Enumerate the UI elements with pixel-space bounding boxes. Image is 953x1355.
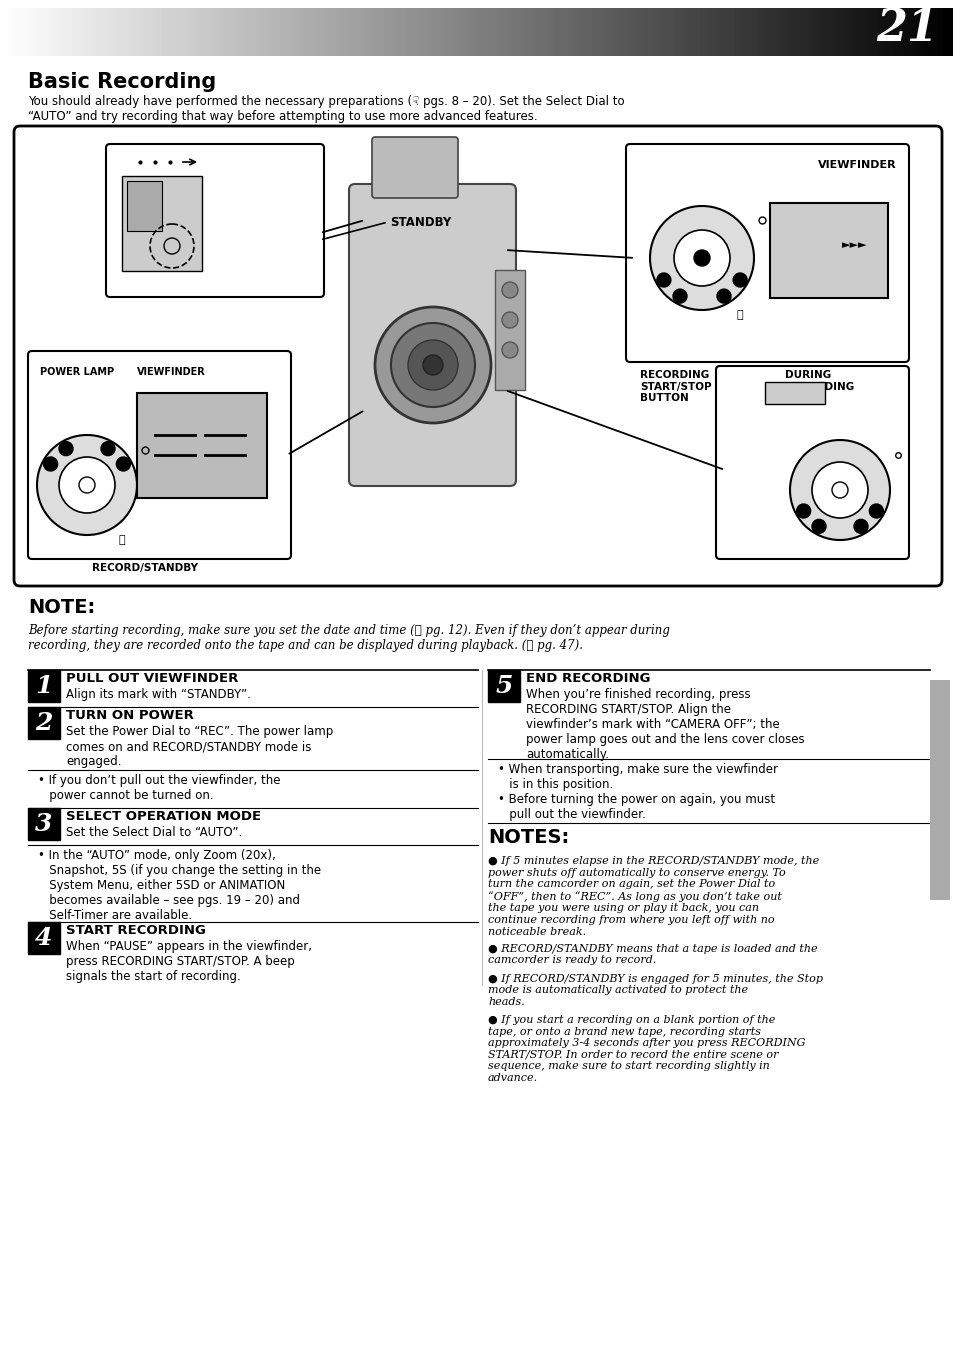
Text: ● If 5 minutes elapse in the RECORD/STANDBY mode, the
power shuts off automatica: ● If 5 minutes elapse in the RECORD/STAN… <box>488 856 819 936</box>
Bar <box>28 669 60 702</box>
Text: Align its mark with “STANDBY”.: Align its mark with “STANDBY”. <box>66 688 251 701</box>
Text: TURN ON POWER: TURN ON POWER <box>66 709 193 722</box>
Circle shape <box>501 312 517 328</box>
Text: 2: 2 <box>35 711 52 734</box>
Circle shape <box>101 442 115 455</box>
Text: ● If RECORD/STANDBY is engaged for 5 minutes, the Stop
mode is automatically act: ● If RECORD/STANDBY is engaged for 5 min… <box>488 973 822 1007</box>
Bar <box>764 382 824 404</box>
Text: ⌛: ⌛ <box>736 310 742 320</box>
Text: • When transporting, make sure the viewfinder
   is in this position.
• Before t: • When transporting, make sure the viewf… <box>497 763 778 821</box>
FancyBboxPatch shape <box>625 144 908 362</box>
Circle shape <box>375 308 491 423</box>
Text: VIEWFINDER: VIEWFINDER <box>137 367 206 377</box>
Text: SELECT OPERATION MODE: SELECT OPERATION MODE <box>66 810 261 822</box>
Circle shape <box>59 442 73 455</box>
Text: 1: 1 <box>35 673 52 698</box>
Text: VIEWFINDER: VIEWFINDER <box>818 160 896 169</box>
Circle shape <box>408 340 457 390</box>
Circle shape <box>44 457 57 472</box>
Text: Before starting recording, make sure you set the date and time (☟ pg. 12). Even : Before starting recording, make sure you… <box>28 625 669 652</box>
Text: POWER LAMP: POWER LAMP <box>40 367 114 377</box>
Circle shape <box>116 457 131 472</box>
Text: Basic Recording: Basic Recording <box>28 72 216 92</box>
Circle shape <box>717 289 730 304</box>
Circle shape <box>811 519 825 534</box>
Bar <box>122 176 202 271</box>
FancyBboxPatch shape <box>106 144 324 297</box>
Circle shape <box>59 457 115 514</box>
FancyBboxPatch shape <box>372 137 457 198</box>
Text: 3: 3 <box>35 812 52 836</box>
Text: NOTE:: NOTE: <box>28 598 95 617</box>
Text: When “PAUSE” appears in the viewfinder,
press RECORDING START/STOP. A beep
signa: When “PAUSE” appears in the viewfinder, … <box>66 940 312 982</box>
Text: ►►►: ►►► <box>841 240 867 251</box>
Text: 21: 21 <box>875 7 937 50</box>
Bar <box>488 669 519 702</box>
Bar <box>769 203 887 298</box>
Circle shape <box>853 519 867 534</box>
Text: DURING
RECORDING: DURING RECORDING <box>784 370 853 392</box>
Text: Set the Select Dial to “AUTO”.: Set the Select Dial to “AUTO”. <box>66 827 242 839</box>
Text: When you’re finished recording, press
RECORDING START/STOP. Align the
viewfinder: When you’re finished recording, press RE… <box>525 688 803 762</box>
Text: NOTES:: NOTES: <box>488 828 569 847</box>
Text: ● RECORD/STANDBY means that a tape is loaded and the
camcorder is ready to recor: ● RECORD/STANDBY means that a tape is lo… <box>488 943 817 965</box>
Circle shape <box>796 504 810 518</box>
Bar <box>28 808 60 840</box>
Text: • If you don’t pull out the viewfinder, the
   power cannot be turned on.: • If you don’t pull out the viewfinder, … <box>38 774 280 802</box>
Text: END RECORDING: END RECORDING <box>525 672 650 686</box>
Circle shape <box>868 504 882 518</box>
Circle shape <box>37 435 137 535</box>
Bar <box>127 182 162 230</box>
Bar <box>28 707 60 738</box>
Text: You should already have performed the necessary preparations (☟ pgs. 8 – 20). Se: You should already have performed the ne… <box>28 95 624 123</box>
Text: STANDBY: STANDBY <box>390 215 451 229</box>
Circle shape <box>672 289 686 304</box>
FancyBboxPatch shape <box>14 126 941 585</box>
Circle shape <box>657 272 670 287</box>
Text: START RECORDING: START RECORDING <box>66 924 206 938</box>
Circle shape <box>693 251 709 266</box>
Circle shape <box>422 355 442 375</box>
Circle shape <box>673 230 729 286</box>
Bar <box>137 393 267 499</box>
Bar <box>495 270 524 390</box>
Circle shape <box>732 272 746 287</box>
FancyBboxPatch shape <box>28 351 291 560</box>
Text: Set the Power Dial to “REC”. The power lamp
comes on and RECORD/STANDBY mode is
: Set the Power Dial to “REC”. The power l… <box>66 725 333 768</box>
Text: PULL OUT VIEWFINDER: PULL OUT VIEWFINDER <box>66 672 238 686</box>
Text: 5: 5 <box>495 673 512 698</box>
Text: RECORDING
START/STOP
BUTTON: RECORDING START/STOP BUTTON <box>639 370 711 404</box>
Circle shape <box>501 341 517 358</box>
FancyBboxPatch shape <box>349 184 516 486</box>
Bar <box>929 680 949 900</box>
Text: RECORD/STANDBY: RECORD/STANDBY <box>91 562 198 573</box>
Circle shape <box>649 206 753 310</box>
Text: ⌛: ⌛ <box>118 535 125 545</box>
Circle shape <box>391 322 475 406</box>
Text: 4: 4 <box>35 925 52 950</box>
Bar <box>28 921 60 954</box>
Text: ● If you start a recording on a blank portion of the
tape, or onto a brand new t: ● If you start a recording on a blank po… <box>488 1015 804 1083</box>
Circle shape <box>811 462 867 518</box>
Text: • In the “AUTO” mode, only Zoom (20x),
   Snapshot, 5S (if you change the settin: • In the “AUTO” mode, only Zoom (20x), S… <box>38 850 321 921</box>
Circle shape <box>789 440 889 541</box>
FancyBboxPatch shape <box>716 366 908 560</box>
Circle shape <box>501 282 517 298</box>
